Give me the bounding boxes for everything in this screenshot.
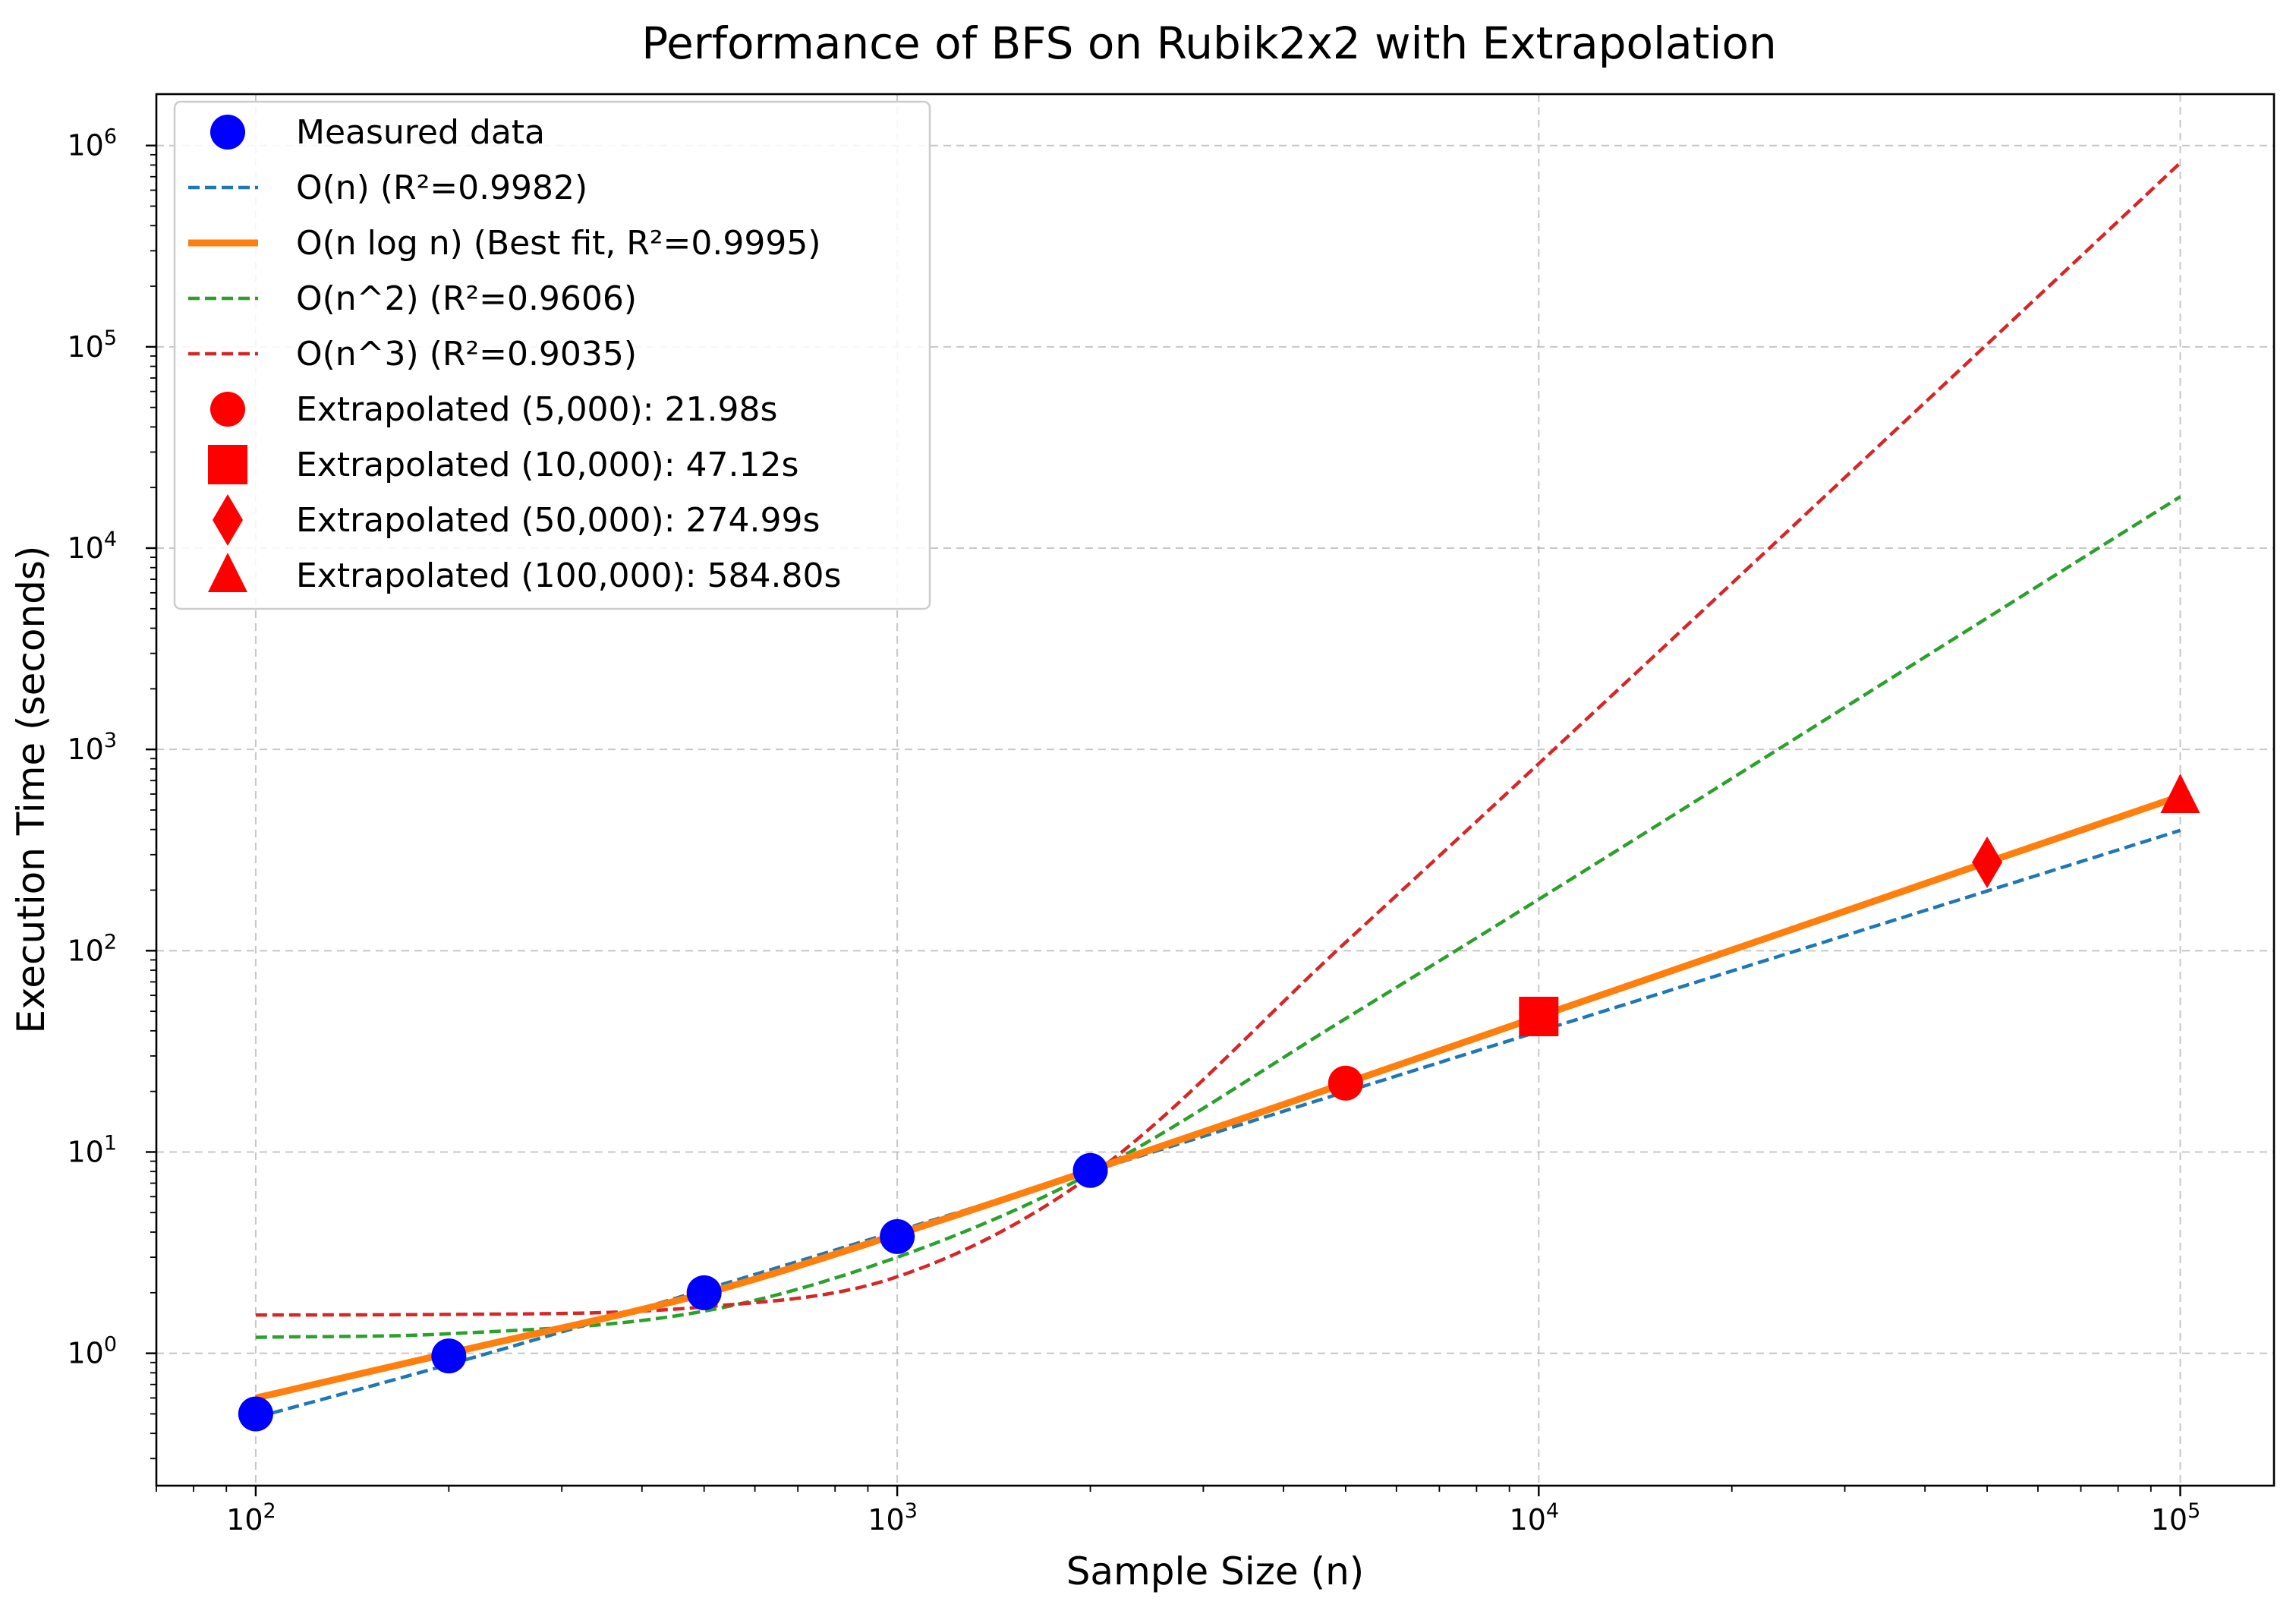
legend-swatch-marker [213,494,243,546]
y-tick-label: 100 [67,1333,117,1370]
x-axis: 102 103 104 105 [156,1486,2200,1537]
extrapolated-point-square [1519,996,1559,1036]
series-line-o-n-log-n-best-fit-r-0-9995 [254,793,2181,1401]
measured-point [1072,1152,1108,1188]
legend-label: O(n log n) (Best fit, R²=0.9995) [296,224,821,263]
measured-point [238,1396,273,1432]
x-tick-label: 104 [1510,1499,1560,1537]
legend-label: Extrapolated (5,000): 21.98s [296,390,777,429]
y-tick-label: 105 [67,326,117,364]
x-tick-label: 103 [868,1499,918,1537]
extrapolated-point-diamond [1972,836,2003,888]
legend-box [173,100,931,610]
x-tick-label: 102 [226,1499,276,1537]
legend-label: Extrapolated (100,000): 584.80s [296,556,841,595]
series-line-o-n-2-r-0-9606 [255,495,2181,1339]
y-tick-label: 103 [67,729,117,766]
series-markers [238,773,2200,1432]
legend-swatch-marker [210,392,245,427]
legend-swatch-marker [210,115,245,150]
measured-point [686,1275,722,1310]
y-tick-label: 104 [67,528,117,565]
legend-label: Extrapolated (10,000): 47.12s [296,446,798,484]
y-tick-label: 101 [67,1131,117,1168]
legend: Measured data O(n) (R²=0.9982) O(n log n) … [173,100,931,610]
y-axis-label: Execution Time (seconds) [9,546,53,1034]
series-line-o-n-3-r-0-9035 [255,161,2182,1317]
extrapolated-point-triangle [2160,773,2200,813]
y-tick-label: 102 [67,930,117,967]
legend-label: O(n) (R²=0.9982) [296,169,587,207]
y-tick-label: 106 [67,125,117,162]
legend-swatch-marker [208,445,247,484]
series-lines [254,161,2182,1420]
plot-frame [155,93,2276,1487]
y-axis: 100 101 102 103 104 105 106 [67,125,156,1460]
measured-point [431,1338,467,1374]
x-axis-label: Sample Size (n) [1066,1549,1365,1593]
chart-title: Performance of BFS on Rubik2x2 with Extr… [641,17,1777,69]
x-tick-label: 105 [2151,1499,2201,1537]
legend-label: Extrapolated (50,000): 274.99s [296,501,820,540]
legend-label: Measured data [296,113,545,152]
legend-label: O(n^3) (R²=0.9035) [296,335,637,374]
extrapolated-point-circle [1328,1065,1363,1101]
legend-label: O(n^2) (R²=0.9606) [296,279,637,318]
measured-point [880,1218,915,1254]
legend-swatch-marker [208,553,247,592]
